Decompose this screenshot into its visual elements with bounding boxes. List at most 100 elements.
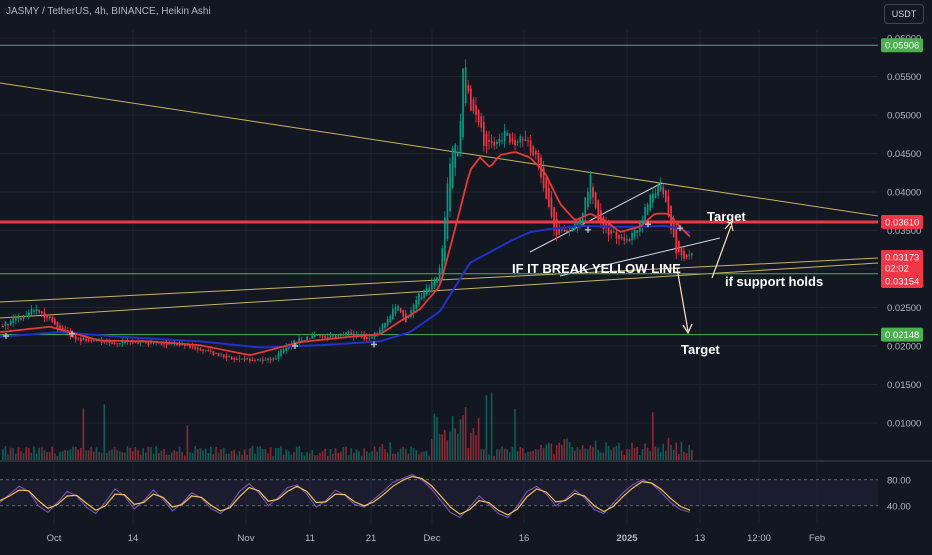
level-badge-0.02148: 0.02148 (881, 327, 923, 342)
candle (584, 197, 587, 222)
time-tick-label: Oct (47, 533, 62, 544)
volume-bar (194, 446, 196, 460)
candle-body (340, 335, 342, 337)
candle-body (514, 140, 516, 146)
volume-bar (223, 447, 225, 460)
candle (228, 354, 230, 358)
candle-body (597, 200, 600, 221)
candle (119, 342, 121, 347)
volume-bar (397, 452, 399, 460)
candle (386, 316, 389, 328)
candle-body (381, 324, 384, 332)
volume-bar (420, 452, 423, 460)
volume-bar (412, 447, 415, 460)
candle-body (51, 317, 54, 322)
candle (46, 314, 48, 322)
candle (298, 334, 301, 346)
volume-bar (488, 454, 490, 460)
candle (615, 229, 618, 245)
volume-bar (675, 442, 677, 460)
volume-bar (607, 445, 610, 460)
candle (319, 335, 321, 339)
level-badge-0.03610-text: 0.03610 (885, 218, 919, 229)
volume-bar (137, 449, 139, 460)
candle (147, 341, 150, 348)
rsi-tick-label: 80.00 (887, 475, 911, 486)
time-axis[interactable]: Oct 14 Nov 11 21 Dec 16 2025 13 12:00 Feb (47, 533, 826, 544)
candle (30, 304, 33, 316)
plus-marker-icon (585, 226, 591, 233)
candle-body (298, 337, 301, 343)
volume-bar (667, 438, 670, 460)
candle-body (527, 140, 529, 142)
candle-body (4, 322, 7, 327)
candle-body (303, 339, 306, 341)
candle-body (428, 287, 431, 292)
candle-body (184, 344, 186, 346)
candle (262, 356, 264, 365)
candle-body (275, 358, 277, 360)
candle-body (524, 139, 527, 142)
volume-bar (145, 452, 147, 460)
volume-bar (301, 452, 303, 460)
candle-body (316, 334, 319, 336)
candle (444, 211, 446, 266)
volume-bar (191, 453, 194, 460)
volume-bar (615, 445, 618, 460)
candle (243, 355, 246, 363)
price-axis[interactable]: 0.060000.055000.050000.045000.040000.035… (881, 34, 923, 430)
candle-body (324, 335, 327, 338)
volume-bar (347, 455, 350, 460)
volume-bar (158, 452, 160, 460)
candle (220, 352, 223, 358)
candle (548, 181, 550, 209)
volume-bar (472, 428, 475, 460)
candle-body (186, 345, 189, 347)
candle (589, 170, 592, 204)
volume-bar (306, 451, 308, 460)
volume-bar (51, 446, 53, 460)
plus-marker-icon (677, 225, 683, 232)
candle (337, 334, 340, 338)
candle-body (82, 338, 85, 340)
candle-body (615, 231, 618, 239)
candle (202, 348, 204, 355)
candle (654, 188, 657, 199)
volume-bar (587, 448, 589, 460)
candle-body (509, 134, 511, 143)
volume-bar (410, 446, 412, 460)
candle-body (116, 343, 119, 345)
candle-body (683, 250, 685, 259)
volume-bar (516, 451, 519, 460)
volume-bar (467, 448, 469, 460)
price-tick-label: 0.02500 (887, 303, 921, 314)
volume-bar (566, 438, 568, 460)
candle (480, 112, 483, 133)
candle-body (267, 358, 269, 361)
candle (532, 144, 535, 157)
candle-body (464, 67, 467, 104)
candle-body (511, 138, 514, 142)
volume-bar (423, 451, 425, 460)
candle-body (246, 358, 249, 360)
candle (311, 332, 314, 340)
candle-body (607, 225, 610, 236)
volume-bar (184, 455, 186, 460)
volume-bar (496, 449, 498, 460)
volume-bar (558, 442, 560, 460)
volume-bar (360, 455, 363, 460)
candle-body (555, 218, 558, 236)
candle-body (103, 341, 106, 343)
volume-bar (98, 451, 100, 460)
candle-body (345, 332, 347, 335)
candle-body (254, 360, 256, 362)
candle-body (516, 141, 519, 143)
currency-button[interactable]: USDT (884, 4, 924, 24)
volume-bar (121, 452, 124, 460)
candle-body (282, 349, 285, 353)
candle-body (311, 335, 314, 339)
rsi-band (0, 479, 878, 506)
volume-bar (665, 450, 667, 460)
